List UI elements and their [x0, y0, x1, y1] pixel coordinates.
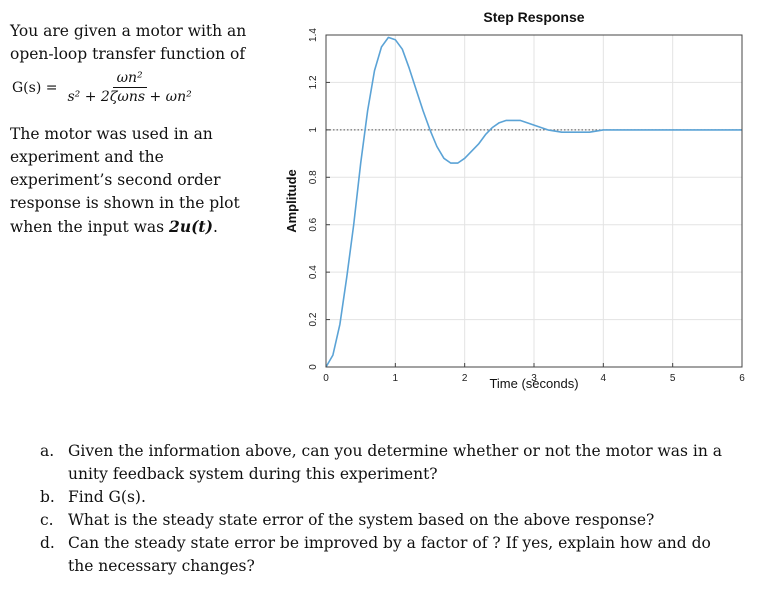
question-marker: d.: [40, 534, 55, 552]
question-item: b. Find G(s).: [40, 486, 740, 509]
question-item: a. Given the information above, can you d…: [40, 440, 740, 486]
x-tick-label: 3: [531, 373, 537, 384]
question-item: d. Can the steady state error be improved…: [40, 532, 740, 578]
paragraph-end: .: [212, 218, 218, 236]
input-signal: 2u(t): [169, 217, 213, 236]
x-tick-label: 1: [393, 373, 399, 384]
question-text: Find G(s).: [68, 488, 146, 506]
experiment-paragraph: The motor was used in an experiment and …: [10, 123, 260, 239]
y-tick-label: 1: [308, 127, 319, 133]
question-marker: c.: [40, 511, 54, 529]
question-marker: b.: [40, 488, 55, 506]
formula-fraction: ωn² s² + 2ζωns + ωn²: [63, 70, 195, 106]
x-tick-label: 4: [601, 373, 607, 384]
transfer-function: G(s) = ωn² s² + 2ζωns + ωn²: [12, 70, 196, 106]
question-text: What is the steady state error of the sy…: [68, 511, 655, 529]
question-marker: a.: [40, 442, 55, 460]
y-tick-label: 0: [308, 364, 319, 370]
x-tick-label: 2: [462, 373, 468, 384]
x-tick-label: 0: [323, 373, 329, 384]
intro-text: You are given a motor with an open-loop …: [10, 22, 247, 63]
chart-series-layer: [325, 36, 742, 368]
question-list: a. Given the information above, can you d…: [40, 440, 740, 578]
question-text: Can the steady state error be improved b…: [68, 534, 711, 575]
chart-grid: [325, 34, 743, 368]
y-axis-label: Amplitude: [284, 169, 299, 233]
y-tick-label: 1.2: [308, 75, 319, 89]
step-response-curve: [325, 36, 742, 368]
y-tick-label: 1.4: [308, 28, 319, 42]
y-tick-label: 0.2: [308, 312, 319, 326]
question-text: Given the information above, can you det…: [68, 442, 723, 483]
x-axis-label: Time (seconds): [489, 376, 578, 391]
question-item: c. What is the steady state error of the …: [40, 509, 740, 532]
paragraph-text: The motor was used in an experiment and …: [10, 125, 240, 236]
y-tick-label: 0.4: [308, 265, 319, 279]
formula-numerator: ωn²: [112, 70, 147, 88]
chart-title: Step Response: [483, 9, 584, 25]
formula-lhs: G(s) =: [12, 80, 58, 96]
y-tick-label: 0.8: [308, 170, 319, 184]
x-tick-label: 5: [670, 373, 676, 384]
step-response-chart: Step Response 0 1 2 3 4 5 6 0 0.2 0.4 0.6 0.8 1 1.2 1.…: [284, 9, 745, 391]
chart-ticks: 0 1 2 3 4 5 6 0 0.2 0.4 0.6 0.8 1 1.2 1.4: [308, 28, 745, 384]
x-tick-label: 6: [739, 373, 745, 384]
y-tick-label: 0.6: [308, 217, 319, 231]
formula-denominator: s² + 2ζωns + ωn²: [67, 89, 192, 105]
